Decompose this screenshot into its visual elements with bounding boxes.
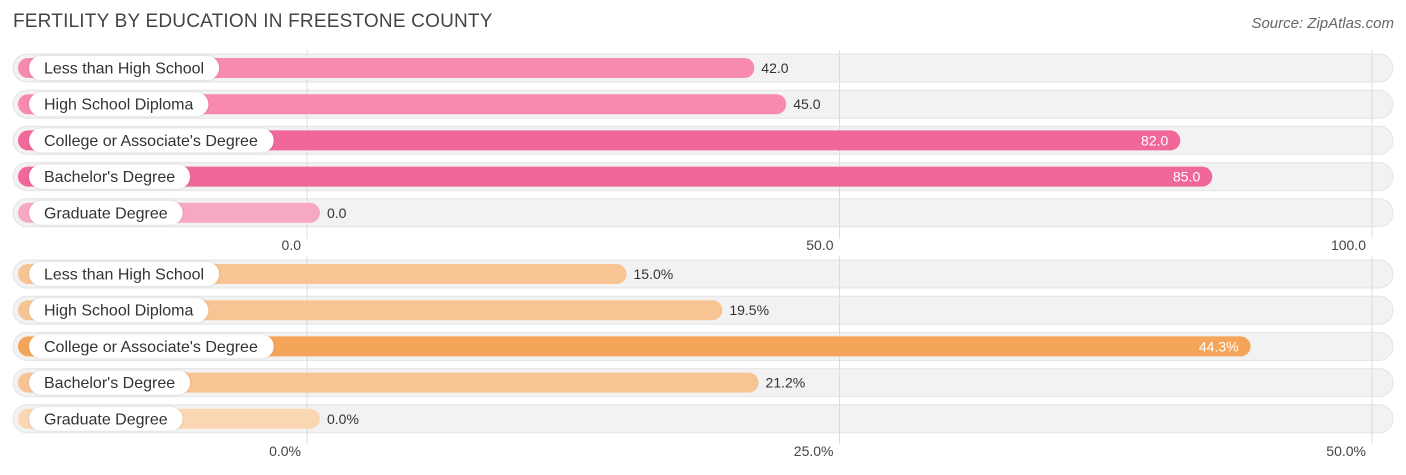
category-label-pill [29,92,209,117]
bar [18,372,759,393]
category-label: Graduate Degree [44,411,168,428]
category-label-pill [29,334,274,359]
chart-source: Source: ZipAtlas.com [1251,15,1394,32]
category-label-pill [29,200,183,225]
category-label-pill [29,128,274,153]
category-label: Less than High School [44,267,204,284]
value-label: 82.0 [1141,132,1168,148]
bar [18,166,1213,187]
value-label: 19.5% [729,302,769,318]
tick-label: 0.0% [269,443,301,459]
tick-label: 50.0 [806,237,833,253]
value-label: 0.0% [327,411,359,427]
tick-label: 25.0% [794,443,834,459]
value-label: 42.0 [761,60,788,76]
value-label: 15.0% [634,266,674,282]
category-label: Bachelor's Degree [44,375,175,392]
value-label: 44.3% [1199,338,1239,354]
category-label-pill [29,164,191,189]
value-label: 21.2% [766,375,806,391]
bar [18,94,787,115]
category-label: High School Diploma [44,97,194,114]
category-label-pill [29,406,183,431]
value-label: 45.0 [793,96,820,112]
category-label-pill [29,262,220,286]
chart-title: FERTILITY BY EDUCATION IN FREESTONE COUN… [13,11,493,32]
tick-label: 50.0% [1326,443,1366,459]
category-label-pill [29,56,220,80]
tick-label: 0.0 [282,237,302,253]
category-label: High School Diploma [44,303,194,320]
category-label: College or Associate's Degree [44,339,258,356]
category-label: College or Associate's Degree [44,133,258,150]
value-label: 0.0 [327,205,347,221]
bar-track [12,404,1394,434]
category-label: Bachelor's Degree [44,169,175,186]
category-label-pill [29,370,191,395]
category-label: Less than High School [44,61,204,78]
tick-label: 100.0 [1331,237,1366,253]
bar [18,336,1251,357]
bar [18,130,1181,151]
category-label-pill [29,298,209,323]
bar-track [12,198,1394,228]
category-label: Graduate Degree [44,205,168,222]
value-label: 85.0 [1173,169,1200,185]
